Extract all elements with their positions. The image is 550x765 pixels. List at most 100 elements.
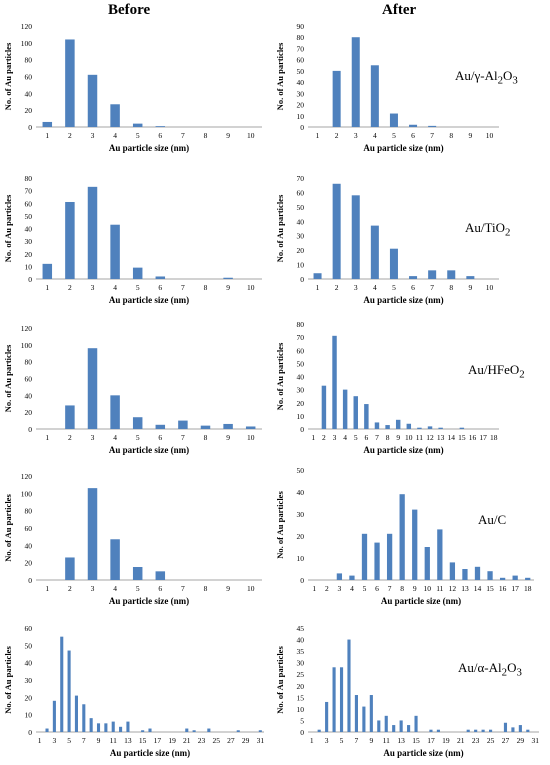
y-tick-label: 100 [21, 341, 33, 350]
y-tick-label: 50 [25, 641, 33, 650]
y-tick-label: 25 [297, 670, 305, 679]
y-tick-label: 40 [25, 391, 33, 400]
y-tick-label: 40 [297, 217, 305, 226]
bar-size-10nm [406, 423, 412, 429]
x-tick-label: 2 [68, 283, 72, 292]
bar-size-10nm [104, 723, 108, 732]
bar-size-7nm [374, 422, 380, 429]
x-tick-label: 2 [335, 283, 339, 292]
x-tick-label: 5 [136, 283, 140, 292]
y-tick-label: 60 [25, 375, 33, 384]
bar-size-6nm [364, 404, 369, 429]
bar-size-9nm [96, 723, 101, 732]
bar-size-14nm [407, 725, 411, 732]
bar-size-2nm [317, 729, 321, 732]
x-tick-label: 2 [325, 584, 329, 593]
x-tick-label: 13 [397, 736, 405, 745]
x-tick-label: 1 [312, 584, 316, 593]
x-tick-label: 10 [486, 131, 494, 140]
y-tick-label: 50 [297, 203, 305, 212]
x-tick-label: 3 [325, 736, 329, 745]
bar-size-2nm [332, 70, 341, 127]
x-tick-label: 5 [67, 736, 71, 745]
bar-size-10nm [377, 720, 381, 732]
y-tick-label: 30 [297, 232, 305, 241]
x-tick-label: 14 [474, 584, 482, 593]
y-tick-label: 20 [297, 532, 305, 541]
x-tick-label: 10 [424, 584, 432, 593]
x-tick-label: 10 [486, 283, 494, 292]
histogram-r1-after: 0 10 20 30 40 50 60 70 80 90 1 2 3 4 5 6 7 8 9 10 Au particl… [275, 22, 499, 153]
y-tick-label: 60 [297, 56, 305, 65]
y-tick-label: 40 [25, 541, 33, 550]
y-tick-label: 40 [297, 78, 305, 87]
bar-size-2nm [332, 183, 341, 279]
y-tick-label: 30 [297, 510, 305, 519]
x-tick-label: 15 [139, 736, 147, 745]
x-tick-label: 1 [45, 131, 49, 140]
bar-size-5nm [353, 396, 358, 429]
bar-size-15nm [487, 571, 493, 580]
bar-size-15nm [414, 715, 418, 732]
material-label-au-carbon: Au/C [478, 512, 507, 527]
x-axis-title: Au particle size (nm) [363, 445, 443, 455]
bar-size-9nm [223, 277, 233, 279]
y-tick-label: 20 [297, 246, 305, 255]
bar-size-9nm [395, 419, 401, 429]
y-tick-label: 20 [25, 693, 33, 702]
y-tick-label: 120 [21, 472, 33, 481]
x-tick-label: 9 [226, 131, 230, 140]
column-header-before: Before [108, 2, 151, 18]
y-tick-label: 90 [297, 22, 305, 31]
y-axis-title: No. of Au particles [3, 42, 13, 110]
y-tick-label: 20 [297, 682, 305, 691]
x-tick-label: 7 [181, 433, 185, 442]
x-tick-label: 5 [136, 584, 140, 593]
x-tick-label: 5 [363, 584, 367, 593]
y-tick-label: 0 [28, 576, 32, 585]
y-tick-label: 40 [25, 225, 33, 234]
x-tick-label: 27 [502, 736, 510, 745]
x-tick-label: 17 [479, 433, 487, 442]
x-tick-label: 7 [375, 433, 379, 442]
y-tick-label: 0 [28, 123, 32, 132]
x-axis-title: Au particle size (nm) [383, 748, 463, 758]
x-tick-label: 6 [158, 283, 162, 292]
bar-size-30nm [526, 729, 530, 732]
bar-size-9nm [466, 276, 475, 279]
x-tick-label: 6 [375, 584, 379, 593]
y-tick-label: 10 [25, 711, 33, 720]
bar-size-5nm [339, 667, 344, 732]
y-tick-label: 100 [21, 489, 33, 498]
x-tick-label: 17 [154, 736, 162, 745]
bar-size-1nm [42, 263, 53, 279]
y-tick-label: 120 [21, 324, 33, 333]
bar-size-18nm [436, 729, 440, 732]
x-tick-label: 9 [226, 283, 230, 292]
y-tick-label: 60 [25, 524, 33, 533]
x-tick-label: 11 [110, 736, 117, 745]
x-tick-label: 3 [53, 736, 57, 745]
x-tick-label: 2 [68, 131, 72, 140]
bar-size-2nm [65, 405, 75, 429]
bar-size-16nm [499, 577, 506, 580]
x-tick-label: 1 [45, 584, 49, 593]
y-axis-title: No. of Au particles [275, 646, 285, 714]
bar-size-7nm [354, 695, 359, 732]
bar-size-22nm [466, 729, 470, 732]
y-tick-label: 20 [297, 101, 305, 110]
bar-size-6nm [374, 542, 380, 580]
bar-size-2nm [65, 201, 75, 279]
y-tick-label: 20 [25, 250, 33, 259]
bar-size-8nm [362, 706, 366, 732]
bar-size-6nm [155, 276, 166, 279]
x-tick-label: 8 [204, 584, 208, 593]
x-tick-label: 12 [426, 433, 434, 442]
bar-size-3nm [87, 348, 98, 429]
x-tick-label: 18 [524, 584, 532, 593]
bar-size-7nm [386, 533, 393, 580]
bar-size-12nm [392, 725, 396, 732]
y-tick-label: 30 [297, 659, 305, 668]
x-tick-label: 5 [136, 131, 140, 140]
x-tick-label: 23 [198, 736, 206, 745]
